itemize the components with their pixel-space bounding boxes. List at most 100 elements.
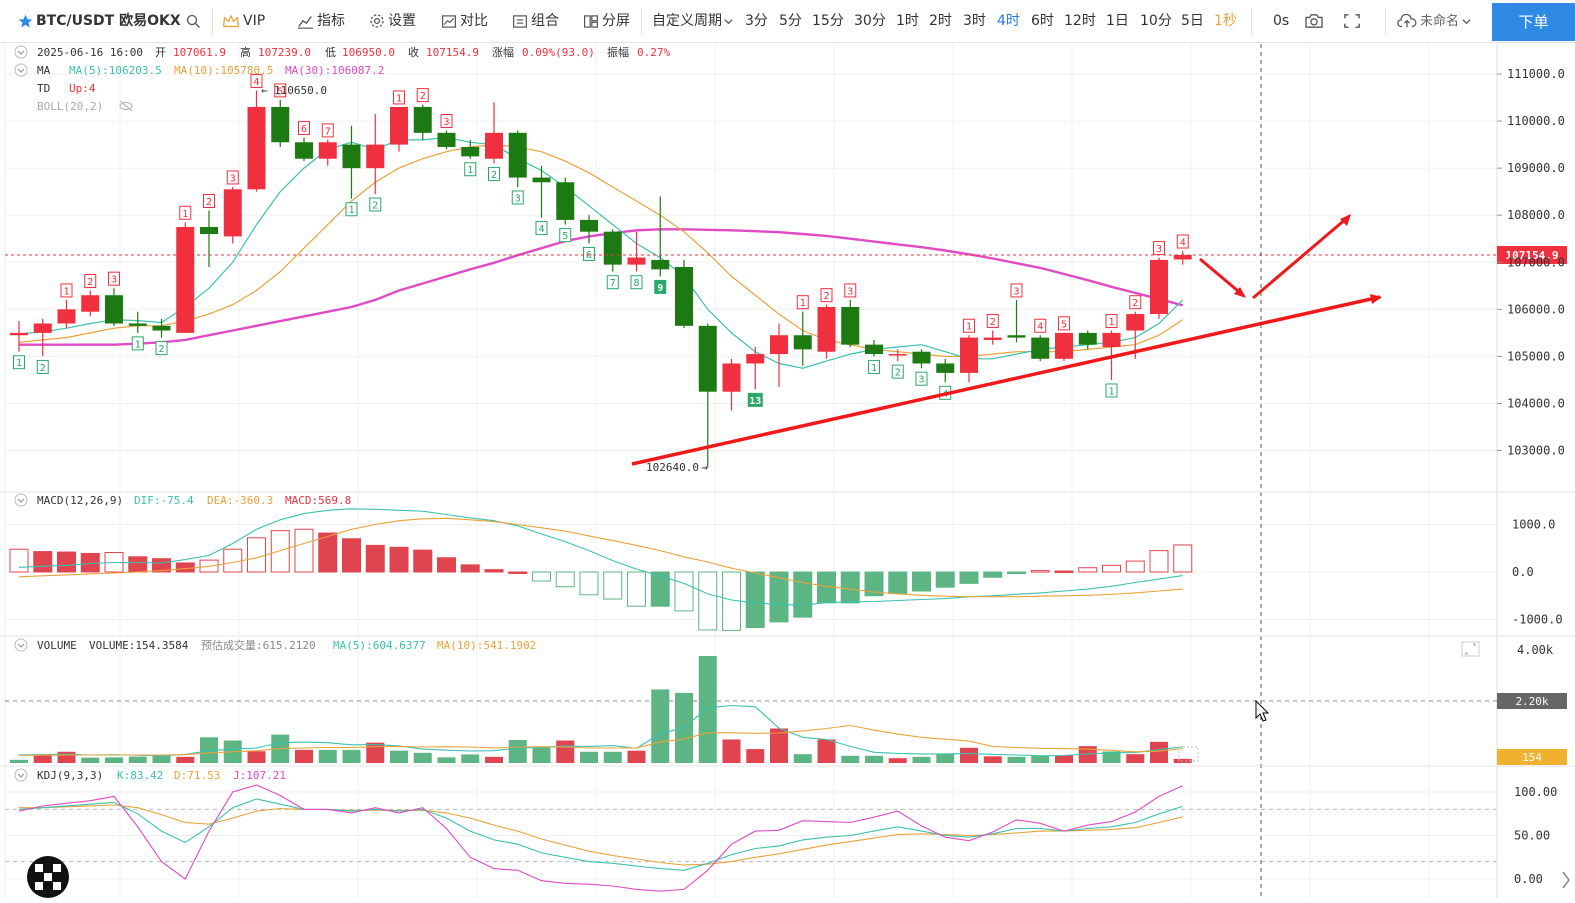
split-screen-button[interactable]: 分屏 [583,0,630,43]
volume-bar [295,749,313,763]
td-sequential-marks: 1212312123456712123123456789131231234123… [13,73,1189,407]
volume-bar [817,739,836,763]
amplitude-value: 0.27% [637,46,670,59]
screenshot-button[interactable] [1304,0,1327,43]
chevron-down-icon [1462,19,1471,25]
candle-body [485,132,503,159]
period-1d[interactable]: 1日 [1106,13,1129,29]
vip-button[interactable]: VIP [222,0,265,43]
support-trendline[interactable] [631,295,1381,466]
volume-bar [1078,746,1097,763]
current-price-tag: 107154.9 [1497,245,1567,264]
macd-bar-positive [57,551,76,573]
macd-bar-negative [912,571,931,592]
td-mark-box [36,359,49,374]
volume-bar [10,759,28,763]
volume-bar [770,728,788,763]
period-5m[interactable]: 5分 [779,13,802,29]
volume-bar [580,751,598,763]
collapse-volume-icon[interactable] [14,638,28,652]
toolbar-divider [641,8,642,35]
candle-body [271,106,290,143]
indicators-button[interactable]: 指标 [297,0,345,43]
macd-histogram [9,528,1193,631]
period-3h[interactable]: 3时 [963,13,986,29]
period-5d[interactable]: 5日 [1181,13,1204,29]
volume-bar [247,751,266,763]
candle-body [223,189,242,237]
place-order-button[interactable]: 下单 [1492,3,1575,41]
drawn-annotations[interactable] [631,214,1382,466]
period-10m[interactable]: 10分 [1140,13,1172,29]
candle-body [627,257,646,265]
maximize-pane-icon[interactable] [1461,641,1480,657]
td-mark-number: 2 [87,277,93,288]
candle-body [580,219,598,232]
candle-body [437,132,456,147]
period-3m[interactable]: 3分 [745,13,768,29]
period-4h[interactable]: 4时 [997,13,1020,29]
macd-bar-negative [983,571,1003,578]
period-1s[interactable]: 1秒 [1214,13,1237,29]
compare-button[interactable]: 对比 [441,0,488,43]
volume-bar [342,749,361,763]
hidden-eye-icon[interactable] [119,100,133,112]
symbol-selector[interactable]: BTC/USDT 欧易OKX [18,0,181,43]
td-mark-number: 7 [610,278,616,289]
macd-tick-label: 0.0 [1512,565,1534,579]
td-mark-box [393,90,405,105]
chevron-down-icon [17,773,25,778]
ma-indicator-name: MA [37,64,51,77]
search-button[interactable] [186,0,204,43]
td-mark-number: 3 [918,375,924,386]
pullback-arrow[interactable] [1199,257,1245,298]
macd-bar-negative [650,571,670,607]
period-12h[interactable]: 12时 [1064,13,1096,29]
ma30-line [19,228,1184,346]
td-mark-number: 3 [847,286,853,297]
scroll-right-icon[interactable] [1562,871,1570,889]
price-tick-label: 109000.0 [1507,161,1565,175]
settings-button[interactable]: 设置 [369,0,416,43]
period-30m[interactable]: 30分 [854,13,886,29]
period-1h[interactable]: 1时 [896,13,919,29]
macd-bar-negative [745,571,765,629]
high-marker-arrow: ← [261,84,268,97]
td-mark-box [274,83,287,98]
price-tick-label: 110000.0 [1507,114,1565,128]
settings-label: 设置 [388,13,416,29]
breakout-arrow[interactable] [1252,216,1348,300]
td-mark-box [1010,283,1023,298]
volume-bar [105,757,123,763]
macd-dif: DIF:-75.4 [134,494,194,507]
td-mark-number: 4 [1180,238,1186,249]
collapse-ma-icon[interactable] [14,63,28,77]
candle-body [390,106,408,145]
volume-bar [532,747,551,763]
period-15m[interactable]: 15分 [812,13,844,29]
td-mark-box [440,113,453,128]
period-6h[interactable]: 6时 [1031,13,1054,29]
vip-label: VIP [243,13,266,29]
td-mark-box [630,275,643,290]
volume-bar [912,756,931,763]
cloud-layout-dropdown[interactable]: 未命名 [1397,0,1474,43]
star-icon[interactable] [18,14,33,29]
change-value: 0.09%(93.0) [522,46,595,59]
candle-body [81,295,100,312]
candle-body [342,144,361,169]
macd-value: MACD:569.8 [285,494,351,507]
period-2h[interactable]: 2时 [929,13,952,29]
collapse-kdj-icon[interactable] [14,768,28,782]
collapse-macd-icon[interactable] [14,493,28,507]
custom-period-dropdown[interactable]: 自定义周期 [652,0,736,43]
candle-body [841,306,860,345]
volume-bar [437,757,456,763]
combine-button[interactable]: 组合 [512,0,559,43]
fullscreen-button[interactable] [1343,0,1364,43]
collapse-main-icon[interactable] [14,45,28,59]
countdown-toggle[interactable]: 0s [1273,13,1290,29]
volume-ma10: MA(10):541.1902 [437,639,536,652]
amplitude-label: 振幅 [607,45,629,59]
